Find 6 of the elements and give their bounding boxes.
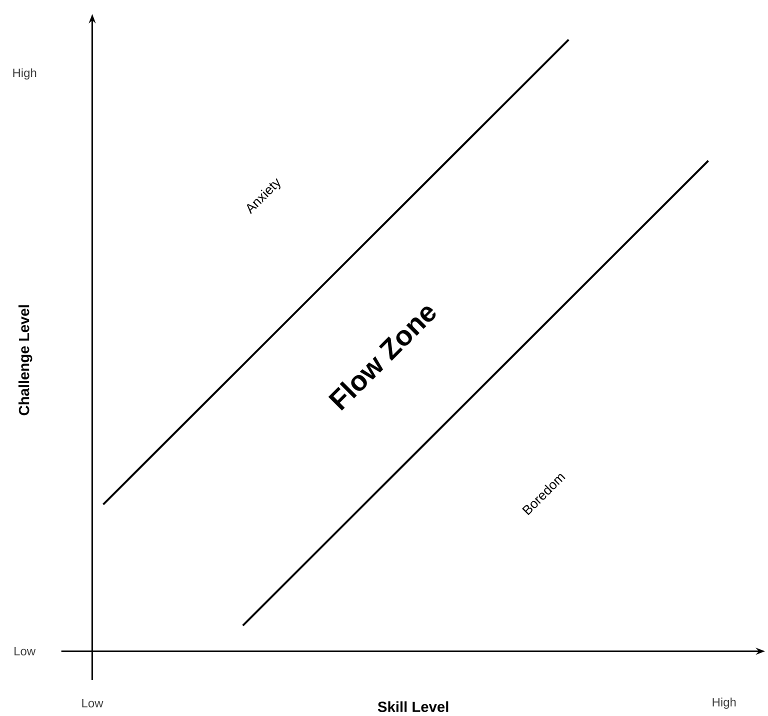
text: High: [712, 698, 736, 709]
x-axis-title: Skill Level: [378, 701, 448, 712]
text: Low: [82, 699, 104, 708]
text: Low: [14, 647, 36, 656]
text: High: [13, 68, 36, 80]
y-axis-title: Challenge Level: [18, 305, 32, 416]
